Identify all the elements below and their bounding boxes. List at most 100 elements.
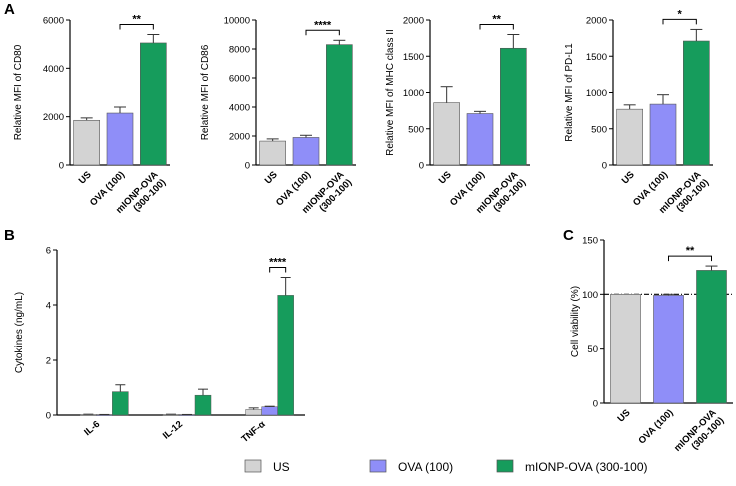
- y-tick-label: 4000: [229, 103, 250, 114]
- x-tick-label-line: US: [616, 407, 633, 424]
- bar: [326, 44, 353, 166]
- y-tick-label: 1500: [586, 52, 607, 63]
- y-axis-label: Relative MFI of PD-L1: [564, 43, 575, 142]
- bar: [245, 409, 262, 416]
- bar: [653, 295, 684, 404]
- y-tick-label: 0: [46, 411, 51, 422]
- significance-label: ****: [314, 19, 332, 31]
- bar: [73, 119, 100, 166]
- y-tick-label: 10000: [224, 16, 250, 27]
- x-tick-label: IL-12: [161, 419, 185, 442]
- y-axis-label: Relative MFI of CD80: [13, 44, 24, 140]
- bar: [106, 112, 134, 166]
- y-tick-label: 8000: [229, 45, 250, 56]
- bar: [649, 103, 677, 166]
- chart-panel-5: B 0 2 4 6 Cytokines (ng/mL) IL-6 IL-12 TNF-α ****: [4, 227, 305, 445]
- x-tick-label: US: [77, 169, 94, 186]
- panel-letter: B: [4, 227, 15, 244]
- chart-panel-3: 0 500 1000 1500 2000 Relative MFI of MHC clas…: [385, 14, 530, 216]
- y-tick-label: 50: [587, 344, 598, 355]
- x-tick-label: OVA (100): [636, 407, 675, 446]
- chart-panel-6: C 0 50 100 150 Cell viability (%) US OVA (100)m…: [563, 227, 733, 461]
- y-tick-label: 6: [46, 246, 51, 257]
- y-tick-label: 500: [591, 124, 607, 135]
- legend-swatch: [369, 459, 387, 473]
- y-tick-label: 4: [46, 301, 51, 312]
- bar: [433, 102, 460, 166]
- panel-letter: C: [563, 227, 574, 244]
- bar: [194, 394, 212, 416]
- x-tick-label: US: [263, 169, 280, 186]
- significance-bracket: [662, 18, 697, 25]
- y-tick-label: 0: [59, 161, 64, 172]
- x-tick-label: TNF-α: [239, 419, 267, 445]
- y-tick-label: 2000: [403, 16, 424, 27]
- x-tick-label: US: [437, 169, 454, 186]
- x-tick-label-line: US: [77, 169, 94, 186]
- significance-bracket: [305, 29, 340, 36]
- bar: [683, 40, 710, 166]
- y-tick-label: 500: [408, 124, 424, 135]
- y-tick-label: 100: [582, 290, 598, 301]
- bar: [140, 42, 167, 166]
- y-tick-label: 0: [602, 161, 607, 172]
- x-tick-label-line: US: [263, 169, 280, 186]
- bar: [259, 140, 286, 166]
- significance-bracket: [269, 267, 287, 273]
- bar: [466, 113, 494, 166]
- y-tick-label: 0: [245, 161, 250, 172]
- chart-panel-2: 0 2000 4000 6000 8000 10000 Relative MFI of CD…: [200, 16, 356, 216]
- y-axis-label: Cell viability (%): [570, 286, 581, 357]
- bar: [292, 137, 320, 166]
- legend-label: OVA (100): [398, 460, 453, 474]
- x-tick-label: US: [620, 169, 637, 186]
- bar: [112, 391, 129, 416]
- y-tick-label: 1500: [403, 52, 424, 63]
- y-axis-label: Relative MFI of CD86: [200, 44, 211, 140]
- y-tick-label: 2: [46, 356, 51, 367]
- significance-bracket: [119, 24, 154, 30]
- significance-label: **: [492, 14, 501, 26]
- significance-label: **: [686, 245, 695, 257]
- bar: [616, 108, 643, 166]
- panel-letter: A: [4, 1, 15, 18]
- significance-label: **: [132, 14, 141, 26]
- y-tick-label: 0: [593, 399, 598, 410]
- significance-bracket: [668, 255, 712, 262]
- significance-bracket: [479, 24, 514, 30]
- y-tick-label: 1000: [403, 88, 424, 99]
- y-tick-label: 6000: [229, 74, 250, 85]
- x-tick-label: IL-6: [82, 419, 102, 438]
- bar: [610, 294, 641, 404]
- x-tick-label-line: US: [620, 169, 637, 186]
- x-tick-label: mIONP-OVA(300-100): [672, 407, 726, 461]
- y-tick-label: 150: [582, 236, 598, 247]
- legend-swatch: [496, 459, 514, 473]
- y-tick-label: 0: [419, 161, 424, 172]
- x-tick-label: US: [616, 407, 633, 424]
- y-tick-label: 4000: [43, 64, 64, 75]
- y-axis-label: Cytokines (ng/mL): [14, 292, 25, 373]
- x-tick-label-line: OVA (100): [636, 407, 675, 446]
- y-tick-label: 6000: [43, 16, 64, 27]
- y-tick-label: 1000: [586, 88, 607, 99]
- y-axis-label: Relative MFI of MHC class II: [385, 29, 396, 156]
- significance-label: ****: [269, 257, 287, 269]
- legend-label: US: [273, 460, 290, 474]
- significance-label: *: [678, 8, 683, 20]
- legend: US OVA (100) mIONP-OVA (300-100): [244, 459, 647, 474]
- y-tick-label: 2000: [586, 16, 607, 27]
- bar: [277, 295, 294, 416]
- legend-label: mIONP-OVA (300-100): [525, 460, 647, 474]
- bar: [500, 47, 527, 166]
- legend-swatch: [244, 459, 262, 473]
- bar: [261, 406, 278, 416]
- y-tick-label: 2000: [229, 132, 250, 143]
- x-tick-label-line: US: [437, 169, 454, 186]
- bar: [696, 270, 727, 404]
- y-tick-label: 2000: [43, 112, 64, 123]
